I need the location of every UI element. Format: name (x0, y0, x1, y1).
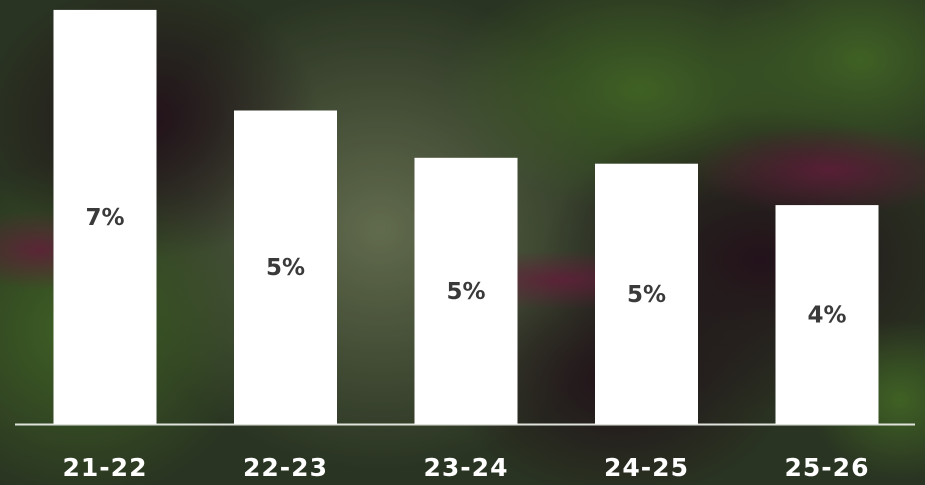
data-label-22-23: 5% (266, 255, 305, 281)
data-label-24-25: 5% (627, 282, 666, 308)
data-label-23-24: 5% (446, 279, 485, 305)
x-tick-21-22: 21-22 (63, 453, 148, 482)
x-tick-24-25: 24-25 (604, 453, 689, 482)
data-labels: 7% 5% 5% 5% 4% (85, 205, 846, 329)
bar-24-25 (595, 163, 698, 424)
x-tick-23-24: 23-24 (424, 453, 509, 482)
bars (53, 9, 879, 425)
data-label-25-26: 4% (807, 303, 846, 329)
bar-21-22 (53, 9, 157, 425)
bar-23-24 (414, 157, 518, 425)
x-tick-labels: 21-22 22-23 23-24 24-25 25-26 (63, 453, 870, 482)
bar-25-26 (775, 205, 879, 424)
x-tick-25-26: 25-26 (785, 453, 870, 482)
bar-22-23 (234, 110, 337, 424)
data-label-21-22: 7% (85, 205, 124, 231)
x-tick-22-23: 22-23 (243, 453, 328, 482)
